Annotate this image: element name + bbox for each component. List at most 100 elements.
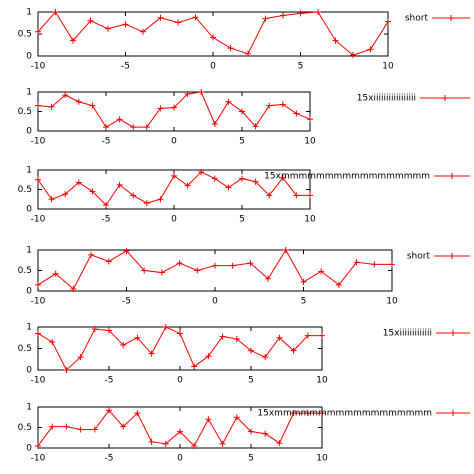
point-marker — [247, 260, 254, 267]
point-marker — [77, 354, 84, 361]
y-tick-label: 1 — [26, 88, 32, 98]
point-marker — [194, 267, 201, 274]
x-tick-label: -10 — [31, 454, 46, 464]
point-marker — [371, 261, 378, 268]
point-marker — [367, 46, 374, 53]
x-tick-label: -10 — [31, 215, 46, 225]
x-tick-label: -5 — [121, 62, 130, 72]
point-marker — [276, 440, 283, 447]
point-marker — [205, 353, 212, 360]
x-tick-label: 0 — [212, 297, 218, 307]
point-marker — [262, 430, 269, 437]
point-marker — [105, 25, 111, 32]
point-marker — [280, 12, 286, 19]
point-marker — [293, 192, 300, 199]
panel: 0 0.5 1 -10 -5 0 5 10 short — [18, 8, 470, 72]
point-marker — [75, 179, 82, 186]
point-marker — [192, 14, 199, 21]
point-marker — [191, 363, 198, 370]
legend-label: 15xmmmmmmmmmmmmmmmmm — [264, 172, 430, 182]
point-marker — [105, 258, 112, 265]
point-marker — [262, 354, 269, 361]
point-marker — [116, 181, 123, 188]
point-marker — [304, 332, 311, 339]
point-marker — [157, 14, 164, 21]
point-marker — [211, 120, 218, 127]
point-marker — [205, 416, 212, 423]
point-marker — [89, 102, 96, 109]
point-marker — [318, 268, 325, 275]
point-marker — [304, 410, 311, 417]
point-marker — [239, 175, 245, 182]
legend-label: 15xmmmmmmmmmmmmmmmmmm — [257, 409, 432, 419]
point-marker — [162, 324, 169, 330]
point-marker — [157, 196, 164, 203]
point-marker — [35, 28, 41, 35]
y-tick-label: 0 — [26, 205, 32, 215]
x-tick-label: -10 — [31, 137, 46, 147]
point-marker — [219, 440, 226, 447]
point-marker — [120, 342, 127, 349]
y-tick-label: 1 — [26, 403, 32, 413]
point-marker — [88, 251, 95, 258]
legend-label: 15xiiiiiiiiiiiii — [383, 329, 432, 339]
point-marker — [266, 102, 273, 109]
point-marker — [248, 428, 254, 435]
point-marker — [225, 98, 232, 105]
point-marker — [63, 423, 70, 430]
point-marker — [229, 262, 236, 269]
panel: 0 0.5 1 -10 -5 0 5 10 15xiiiiiiiiiiiiiiiii — [18, 88, 470, 147]
point-marker — [315, 9, 321, 15]
x-tick-label: 10 — [316, 376, 328, 386]
x-tick-label: 10 — [304, 215, 316, 225]
point-marker — [89, 188, 96, 195]
point-marker — [262, 15, 269, 22]
plot-frame — [37, 91, 311, 132]
point-marker — [91, 426, 98, 433]
point-marker — [184, 182, 191, 189]
point-marker — [198, 89, 205, 95]
x-tick-label: 10 — [386, 297, 398, 307]
point-marker — [49, 423, 56, 430]
point-marker — [353, 259, 360, 266]
y-tick-label: 0.5 — [18, 344, 32, 354]
legend-label: short — [405, 14, 429, 24]
point-marker — [297, 10, 304, 17]
point-marker — [233, 414, 240, 421]
point-marker — [239, 108, 245, 115]
point-marker — [290, 410, 297, 417]
point-marker — [293, 110, 300, 117]
point-marker — [35, 442, 41, 449]
point-marker — [116, 116, 123, 123]
y-tick-label: 0 — [26, 366, 32, 376]
point-marker — [184, 90, 191, 97]
panel: 0 0.5 1 -10 -5 0 5 10 15xiiiiiiiiiiiii — [18, 323, 470, 386]
panel: 0 0.5 1 -10 -5 0 5 10 short — [18, 246, 470, 307]
point-marker — [141, 267, 148, 274]
x-tick-label: 10 — [304, 137, 316, 147]
x-tick-label: -10 — [31, 62, 46, 72]
point-marker — [70, 285, 77, 292]
point-marker — [265, 275, 272, 282]
legend-marker — [449, 253, 455, 259]
point-marker — [198, 168, 205, 175]
point-marker — [48, 196, 55, 203]
point-marker — [52, 270, 59, 277]
x-tick-label: 5 — [298, 62, 304, 72]
y-tick-label: 0.5 — [18, 30, 32, 40]
point-marker — [319, 332, 325, 339]
point-marker — [122, 21, 129, 28]
point-marker — [279, 174, 286, 181]
point-marker — [106, 407, 112, 414]
y-tick-label: 0 — [26, 444, 32, 454]
point-marker — [227, 45, 234, 52]
x-tick-label: 10 — [382, 62, 394, 72]
x-tick-label: -10 — [31, 376, 46, 386]
point-marker — [75, 98, 82, 105]
point-marker — [143, 124, 150, 131]
y-tick-label: 0 — [26, 287, 32, 297]
point-marker — [62, 191, 69, 198]
point-marker — [319, 410, 325, 417]
x-tick-label: -5 — [102, 215, 111, 225]
